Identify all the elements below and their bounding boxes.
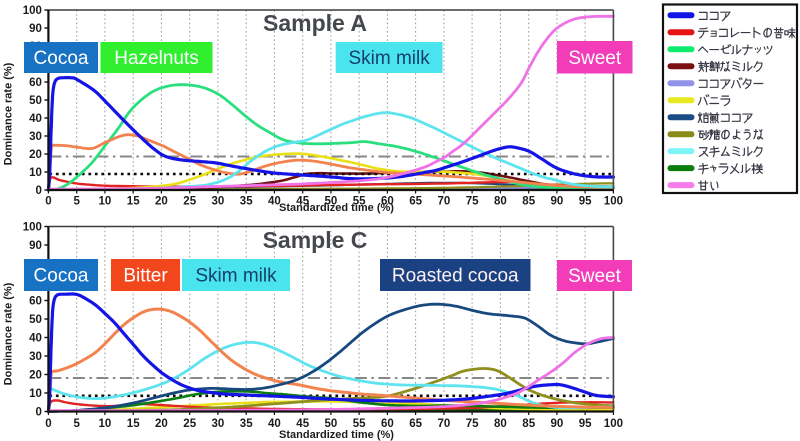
svg-text:50: 50 [29,95,42,107]
svg-text:5: 5 [73,196,80,208]
svg-text:90: 90 [29,23,42,35]
svg-text:20: 20 [155,418,168,430]
svg-text:40: 40 [29,333,42,345]
svg-text:Cocoa: Cocoa [34,48,89,69]
svg-text:95: 95 [579,418,592,430]
svg-text:Standardized time (%): Standardized time (%) [279,429,394,441]
svg-text:Hazelnuts: Hazelnuts [114,48,199,69]
svg-text:70: 70 [438,196,451,208]
svg-text:20: 20 [29,370,42,382]
svg-text:85: 85 [522,418,535,430]
svg-text:30: 30 [212,418,225,430]
svg-text:10: 10 [29,388,42,400]
svg-text:Cocoa: Cocoa [34,266,89,287]
svg-text:25: 25 [183,418,196,430]
svg-text:95: 95 [579,196,592,208]
svg-text:50: 50 [325,196,338,208]
svg-text:80: 80 [494,418,507,430]
svg-text:30: 30 [212,196,225,208]
svg-text:40: 40 [29,113,42,125]
svg-text:75: 75 [466,418,479,430]
svg-text:75: 75 [466,196,479,208]
svg-text:60: 60 [381,418,394,430]
svg-text:65: 65 [409,196,422,208]
svg-text:40: 40 [268,418,281,430]
svg-text:100: 100 [23,5,42,17]
svg-text:35: 35 [240,196,253,208]
svg-text:45: 45 [296,418,309,430]
svg-text:Skim milk: Skim milk [195,266,277,287]
svg-text:100: 100 [23,222,42,234]
svg-text:Sample C: Sample C [263,227,368,253]
svg-text:100: 100 [604,418,623,430]
svg-text:Sample A: Sample A [263,10,367,36]
svg-text:40: 40 [268,196,281,208]
svg-text:90: 90 [551,418,564,430]
svg-text:Sweet: Sweet [568,48,622,69]
svg-text:Sweet: Sweet [568,266,622,287]
svg-text:Skim milk: Skim milk [348,48,430,69]
svg-text:30: 30 [29,351,42,363]
svg-text:Dominance rate (%): Dominance rate (%) [3,282,15,385]
svg-text:0: 0 [35,407,41,419]
svg-text:70: 70 [438,418,451,430]
svg-text:15: 15 [127,418,140,430]
svg-text:Roasted cocoa: Roasted cocoa [392,266,519,287]
svg-text:50: 50 [325,418,338,430]
svg-text:10: 10 [99,418,112,430]
svg-text:Standardized time (%): Standardized time (%) [279,202,394,214]
svg-text:20: 20 [155,196,168,208]
svg-text:80: 80 [494,196,507,208]
svg-text:20: 20 [29,149,42,161]
svg-text:Dominance rate (%): Dominance rate (%) [3,62,15,165]
svg-text:85: 85 [522,196,535,208]
svg-text:0: 0 [45,196,51,208]
svg-text:55: 55 [353,196,366,208]
svg-text:15: 15 [127,196,140,208]
svg-text:10: 10 [99,196,112,208]
svg-text:30: 30 [29,131,42,143]
svg-text:65: 65 [409,418,422,430]
svg-text:0: 0 [45,418,51,430]
svg-text:90: 90 [551,196,564,208]
svg-text:0: 0 [35,185,41,197]
svg-text:45: 45 [296,196,309,208]
svg-text:100: 100 [604,196,623,208]
svg-text:90: 90 [29,240,42,252]
svg-text:55: 55 [353,418,366,430]
svg-text:10: 10 [29,167,42,179]
svg-text:25: 25 [183,196,196,208]
svg-text:50: 50 [29,314,42,326]
svg-text:60: 60 [381,196,394,208]
svg-text:5: 5 [73,418,80,430]
svg-text:60: 60 [29,77,42,89]
svg-text:35: 35 [240,418,253,430]
svg-text:Bitter: Bitter [123,266,168,287]
svg-text:60: 60 [29,296,42,308]
